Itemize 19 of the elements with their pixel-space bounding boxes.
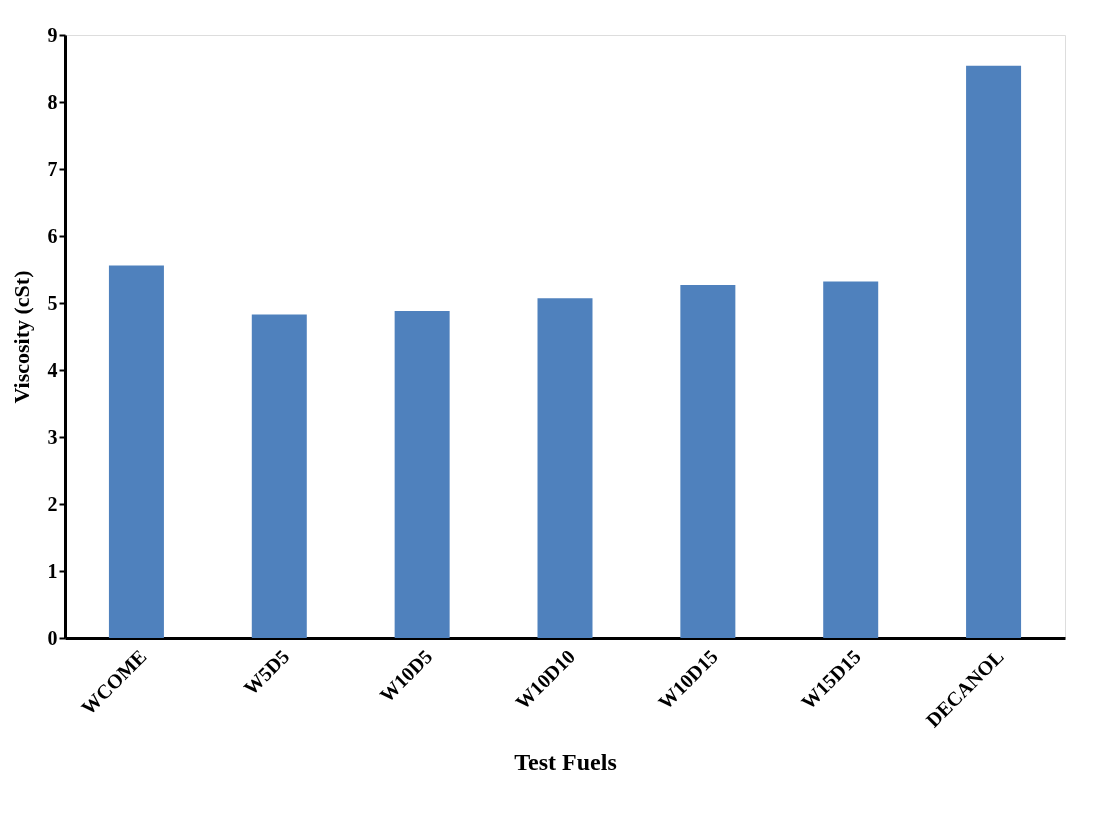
bar: [251, 314, 307, 638]
y-tick-label: 3: [47, 425, 58, 448]
y-tick-label: 8: [47, 90, 58, 113]
y-tick-label: 0: [47, 626, 58, 649]
y-tick-label: 7: [47, 157, 58, 180]
bar: [394, 311, 450, 638]
y-tick-label: 6: [47, 224, 58, 247]
bar: [537, 298, 593, 638]
y-tick-label: 9: [47, 23, 58, 46]
bar: [823, 281, 879, 638]
bar: [680, 284, 736, 638]
y-tick-label: 4: [47, 358, 58, 381]
bar: [108, 265, 164, 638]
bar: [966, 65, 1022, 638]
y-tick-label: 2: [47, 492, 58, 515]
y-tick-label: 5: [47, 291, 58, 314]
x-axis-title: Test Fuels: [514, 749, 617, 776]
y-axis-title: Viscosity (cSt): [8, 270, 34, 404]
y-tick-label: 1: [47, 559, 58, 582]
